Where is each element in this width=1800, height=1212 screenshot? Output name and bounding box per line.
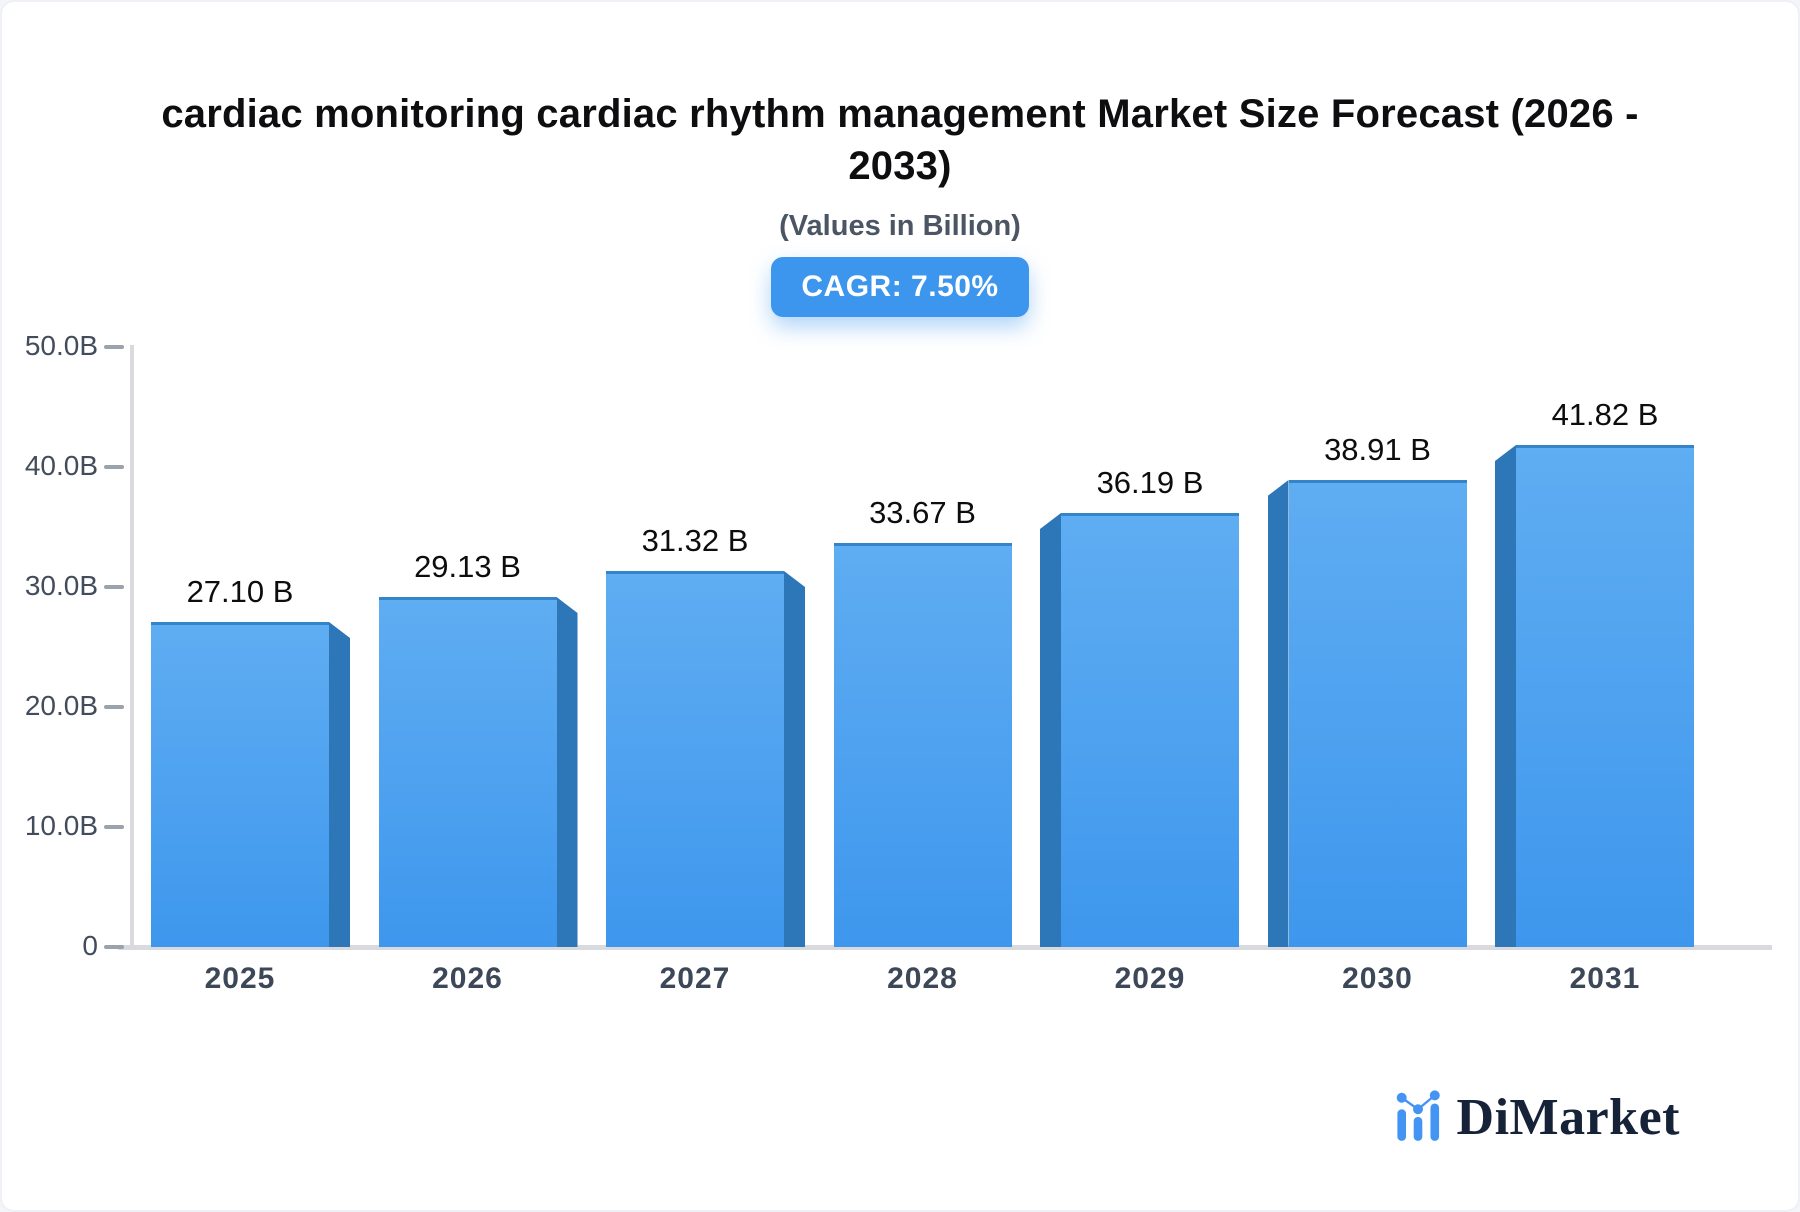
- bar: [151, 622, 329, 947]
- bar-side-face: [1495, 445, 1516, 947]
- bar-side-face: [329, 622, 350, 947]
- bar-value-label: 33.67 B: [869, 495, 976, 530]
- bar-value-label: 41.82 B: [1551, 397, 1659, 432]
- cagr-badge: CAGR: 7.50%: [771, 257, 1029, 317]
- bar-side-face: [1040, 513, 1061, 947]
- dimarket-bars-trend-icon: [1395, 1089, 1441, 1146]
- y-axis-tick-mark: [104, 705, 124, 709]
- x-axis-tick-label: 2031: [1569, 962, 1641, 995]
- y-axis-tick-label: 0: [82, 930, 98, 961]
- bar-value-label: 29.13 B: [414, 549, 521, 584]
- bar: [606, 571, 784, 947]
- chart-header: cardiac monitoring cardiac rhythm manage…: [2, 88, 1798, 317]
- chart-subtitle: (Values in Billion): [779, 210, 1021, 242]
- chart-title-line-2: 2033): [848, 144, 952, 188]
- bar-side-face: [556, 597, 578, 947]
- bar: [1288, 480, 1467, 947]
- y-axis-tick-mark: [104, 465, 124, 469]
- x-axis-tick-label: 2028: [887, 962, 958, 995]
- x-axis-tick-label: 2030: [1342, 962, 1413, 995]
- bar-side-face: [784, 571, 805, 947]
- bar: [1516, 445, 1694, 947]
- y-axis-tick-label: 10.0B: [24, 810, 98, 841]
- y-axis-tick-mark: [104, 825, 124, 829]
- bar-side-face: [1267, 480, 1289, 947]
- y-axis-tick-label: 30.0B: [24, 570, 98, 601]
- bar-value-label: 31.32 B: [641, 523, 749, 558]
- x-axis-tick-label: 2025: [204, 962, 276, 995]
- y-axis-tick-mark: [104, 945, 124, 949]
- y-axis-line: [130, 345, 134, 949]
- y-axis-tick-label: 40.0B: [24, 450, 98, 481]
- brand-name: DiMarket: [1456, 1089, 1680, 1146]
- y-axis-tick-mark: [104, 585, 124, 589]
- bar: [378, 597, 557, 947]
- bar-value-label: 38.91 B: [1324, 432, 1431, 467]
- x-axis-tick-label: 2027: [659, 962, 731, 995]
- chart-title-line-1: cardiac monitoring cardiac rhythm manage…: [161, 92, 1639, 136]
- y-axis-tick-label: 50.0B: [24, 330, 98, 361]
- bar-value-label: 36.19 B: [1096, 465, 1204, 500]
- x-axis-tick-label: 2029: [1114, 962, 1186, 995]
- bar: [1061, 513, 1239, 947]
- x-axis-tick-label: 2026: [432, 962, 503, 995]
- y-axis-tick-label: 20.0B: [24, 690, 98, 721]
- y-axis-tick-mark: [104, 345, 124, 349]
- brand-footer: DiMarket: [1395, 1088, 1680, 1147]
- x-axis-line: [118, 945, 1772, 950]
- bar-value-label: 27.10 B: [186, 574, 294, 609]
- bar: [833, 543, 1012, 947]
